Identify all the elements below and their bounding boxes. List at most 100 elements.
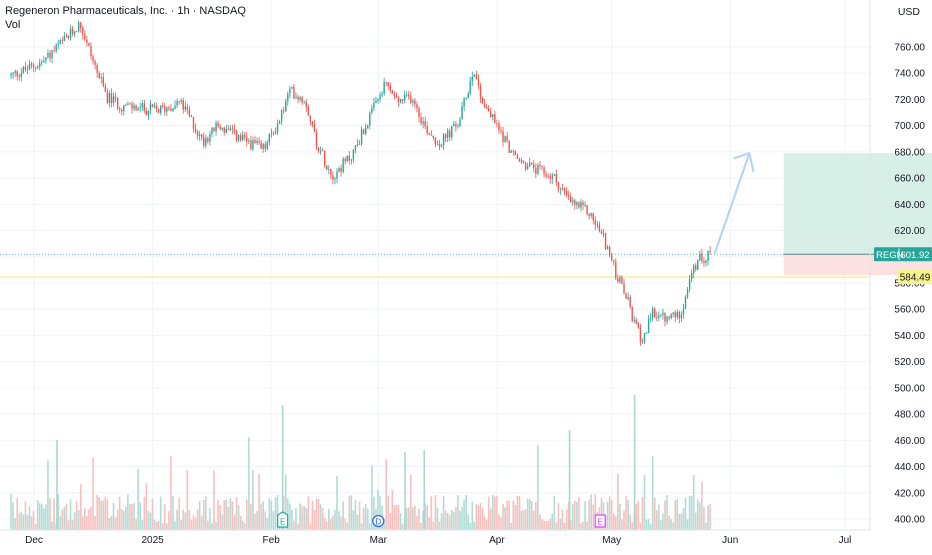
volume-bar	[569, 520, 572, 530]
volume-bar	[26, 514, 29, 530]
y-tick-label: 420.00	[894, 488, 925, 499]
volume-bar	[496, 495, 498, 530]
candle-body	[12, 72, 14, 75]
volume-bar	[303, 506, 305, 530]
volume-bar	[336, 475, 338, 530]
candle-body	[680, 314, 683, 319]
volume-bar	[666, 495, 668, 530]
earnings-upcoming-marker[interactable]	[594, 514, 606, 528]
volume-bar	[444, 510, 447, 530]
x-tick-label: Mar	[370, 535, 388, 546]
candle-body	[485, 107, 488, 109]
x-tick-label: Jun	[722, 535, 738, 546]
horizontal-line[interactable]	[0, 253, 870, 278]
volume-bar	[227, 506, 230, 530]
candle-body	[453, 123, 455, 127]
candle-body	[660, 314, 662, 316]
volume-bar	[565, 509, 568, 530]
y-tick-label: 460.00	[894, 436, 925, 447]
candle-body	[481, 98, 484, 104]
candle-body	[147, 110, 150, 116]
volume-bar	[660, 520, 662, 530]
volume-bar	[514, 504, 517, 530]
volume-bar	[106, 499, 109, 530]
candle-body	[594, 220, 596, 226]
candle-body	[332, 175, 334, 180]
candle-body	[291, 86, 293, 89]
candle-body	[555, 174, 558, 183]
volume-bar	[170, 456, 172, 530]
candle-body	[475, 74, 478, 80]
candle-body	[387, 82, 389, 86]
volume-bar	[442, 495, 445, 530]
volume-bar	[606, 501, 609, 530]
candle-body	[658, 315, 660, 318]
volume-bar	[658, 504, 660, 530]
volume-bar	[307, 496, 310, 530]
volume-bar	[94, 515, 96, 530]
volume-bar	[586, 521, 588, 530]
volume-bar	[61, 509, 64, 530]
candle-body	[170, 108, 172, 111]
volume-bar	[57, 494, 59, 530]
y-tick-label: 660.00	[894, 174, 925, 185]
volume-bar	[239, 515, 242, 530]
candle-body	[377, 98, 379, 101]
earnings-marker[interactable]	[277, 511, 289, 528]
candle-body	[229, 128, 232, 130]
candle-body	[420, 117, 422, 124]
volume-bar	[129, 503, 131, 530]
volume-bar	[477, 505, 480, 530]
candle-body	[198, 134, 201, 136]
candle-body	[522, 160, 525, 163]
volume-bar	[430, 496, 433, 530]
candle-body	[461, 106, 463, 120]
candle-body	[498, 123, 500, 131]
candle-body	[309, 115, 312, 122]
volume-bar	[377, 489, 379, 530]
candle-body	[688, 279, 691, 290]
candle-body	[118, 108, 121, 110]
candle-body	[416, 104, 418, 109]
candle-body	[383, 81, 385, 94]
candle-body	[338, 168, 340, 172]
candle-body	[422, 121, 424, 124]
candle-body	[643, 332, 646, 342]
y-tick-label: 760.00	[894, 43, 925, 54]
candle-body	[217, 122, 219, 127]
candle-body	[102, 77, 104, 86]
volume-bar	[163, 504, 166, 530]
position-tool[interactable]	[783, 153, 932, 276]
candle-body	[354, 145, 357, 151]
candle-body	[434, 137, 437, 145]
candle-body	[211, 127, 213, 134]
volume-bar	[360, 523, 363, 530]
volume-bar	[274, 497, 277, 530]
volume-bar	[694, 512, 697, 530]
volume-bar	[20, 511, 23, 530]
volume-bar	[528, 499, 531, 530]
dividend-marker[interactable]	[372, 514, 385, 528]
volume-bar	[262, 501, 264, 530]
candle-body	[668, 316, 670, 319]
candle-body	[580, 202, 582, 208]
projection-arrow[interactable]	[713, 152, 755, 254]
volume-bar	[90, 506, 92, 530]
volume-bar	[696, 499, 699, 530]
volume-bar	[420, 523, 422, 530]
candle-body	[225, 129, 227, 133]
currency-label[interactable]: USD	[897, 6, 920, 18]
candle-body	[625, 293, 627, 299]
candle-body	[51, 50, 53, 59]
candle-body	[424, 121, 426, 127]
volume-bar	[364, 504, 367, 530]
candle-body	[57, 44, 59, 45]
candle-body	[133, 105, 135, 109]
volume-bar	[434, 495, 437, 530]
volume-bar	[469, 523, 472, 530]
volume-bar	[161, 523, 164, 530]
volume-bar-spike	[568, 430, 571, 530]
